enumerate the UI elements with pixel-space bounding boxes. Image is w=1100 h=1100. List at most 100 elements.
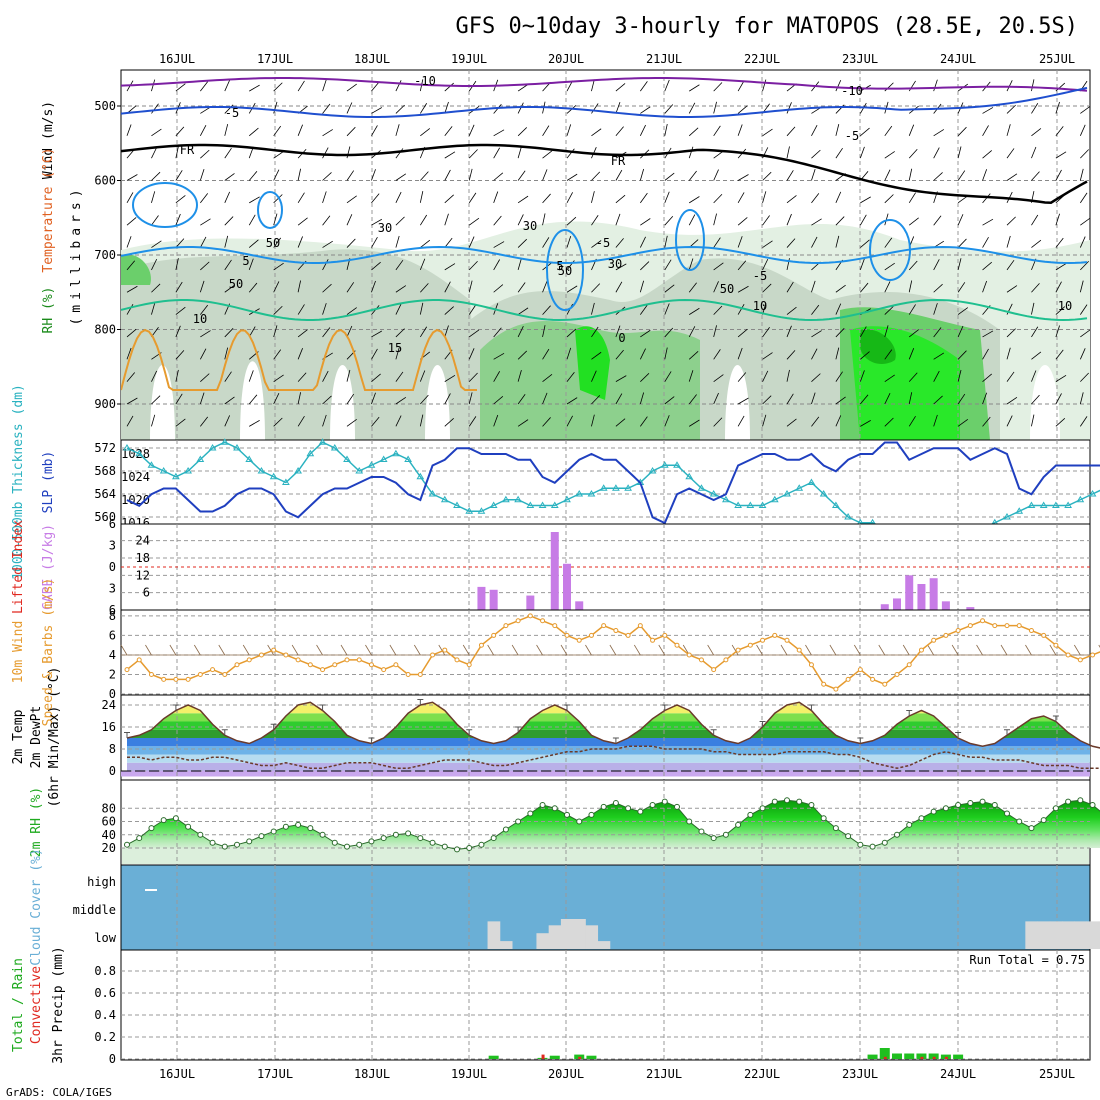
wind-barb	[566, 397, 578, 405]
wind-barb	[468, 260, 478, 271]
wind-barb	[640, 373, 650, 382]
precip-conv-bar	[883, 1056, 887, 1059]
wind-barb	[248, 127, 259, 137]
rh-point	[576, 818, 583, 825]
wind-barb	[420, 394, 429, 405]
rh-point	[429, 839, 436, 846]
wind-barb	[200, 193, 209, 204]
wind-barb	[835, 191, 842, 204]
rh-point	[221, 843, 228, 850]
wind-barb	[493, 129, 505, 137]
wind-barb	[566, 328, 577, 338]
wind-barb	[200, 330, 211, 338]
wind-barb	[371, 193, 380, 204]
wind-barb	[933, 352, 945, 360]
wind-point	[870, 676, 876, 682]
slp-tick: 1024	[121, 470, 150, 484]
wind-point	[955, 628, 961, 634]
contour-label: 30	[378, 221, 392, 235]
wind-barb	[395, 303, 402, 315]
wind-barb	[395, 285, 407, 293]
wind-barb	[859, 214, 867, 226]
wind-point	[454, 657, 460, 663]
wind-barb	[297, 124, 303, 136]
wind-barb	[517, 370, 522, 382]
cape-bar	[966, 607, 975, 610]
wind-barb	[517, 195, 529, 204]
wind-barb	[199, 236, 207, 248]
wind-point	[625, 632, 631, 638]
contour-label: 50	[558, 264, 572, 278]
wind-barb	[664, 347, 668, 360]
wind-barb	[591, 414, 595, 427]
bottom-date-label: 20JUL	[548, 1067, 584, 1081]
wind-tick: 4	[109, 648, 116, 662]
wind-barb	[615, 263, 627, 271]
wind-barb	[1031, 171, 1040, 181]
precip-conv-bar	[578, 1056, 582, 1059]
wind-barb	[419, 302, 424, 315]
wind-barb	[1055, 374, 1067, 382]
rh-point	[832, 825, 839, 832]
wind-barb	[1055, 393, 1062, 405]
wind-point	[503, 623, 509, 629]
thickness-point	[770, 495, 779, 503]
precip-conv-bar	[932, 1056, 936, 1059]
wind-barb	[762, 171, 772, 181]
low-cloud-bar	[1098, 921, 1100, 949]
bottom-date-label: 23JUL	[842, 1067, 878, 1081]
wind-barb	[126, 217, 137, 226]
wind-barb	[419, 191, 424, 203]
wind-barb	[737, 285, 749, 293]
rh-point	[1089, 801, 1096, 808]
wind-barb	[908, 415, 916, 427]
top-date-label: 21JUL	[646, 52, 682, 66]
wind-barb	[444, 263, 456, 271]
dry-column	[425, 365, 450, 440]
y-tick-label: 500	[94, 99, 116, 113]
temp2m-label: 2m Temp	[11, 709, 26, 764]
cape-bar	[941, 601, 950, 610]
rh-shade-region	[121, 254, 151, 285]
wind-point	[173, 676, 179, 682]
wind-point	[967, 623, 973, 629]
bottom-date-label: 22JUL	[744, 1067, 780, 1081]
rh-point	[466, 845, 473, 851]
wind-barb	[126, 285, 138, 293]
wind-barb	[762, 79, 767, 92]
wind-barb	[151, 302, 156, 315]
temp-contour-5	[121, 245, 1088, 265]
wind-barb	[316, 644, 323, 656]
wind-barb	[689, 84, 700, 92]
wind-barb	[151, 191, 156, 203]
wind-barb	[273, 194, 283, 204]
wind-barb	[1080, 106, 1090, 114]
wind-point	[442, 647, 448, 653]
rh-point	[600, 803, 607, 810]
wind-barb	[811, 330, 822, 338]
wind-barb	[615, 375, 627, 382]
wind-barb	[493, 191, 499, 203]
wind-point	[588, 632, 594, 638]
wind-barb	[1031, 128, 1042, 137]
wind-barb	[1080, 416, 1088, 427]
wind-barb	[957, 418, 969, 427]
wind-barb	[835, 216, 845, 226]
wind-barb	[1031, 214, 1039, 226]
contour-label: 5	[556, 259, 563, 273]
wind-barb	[200, 149, 210, 159]
y-tick-label: 900	[94, 397, 116, 411]
bottom-date-label: 24JUL	[940, 1067, 976, 1081]
thickness-point	[722, 495, 730, 503]
wind-barb	[468, 192, 477, 204]
thickness-point	[697, 484, 706, 491]
cape-tick: 12	[136, 568, 150, 582]
wind-barb	[1031, 351, 1042, 360]
wind-barb	[493, 241, 505, 248]
wind-barb	[542, 213, 546, 226]
wind-barb	[297, 415, 305, 427]
wind-barb	[640, 192, 648, 204]
wind-barb	[615, 349, 624, 360]
wind-barb	[444, 82, 454, 92]
rh-point	[392, 831, 399, 838]
